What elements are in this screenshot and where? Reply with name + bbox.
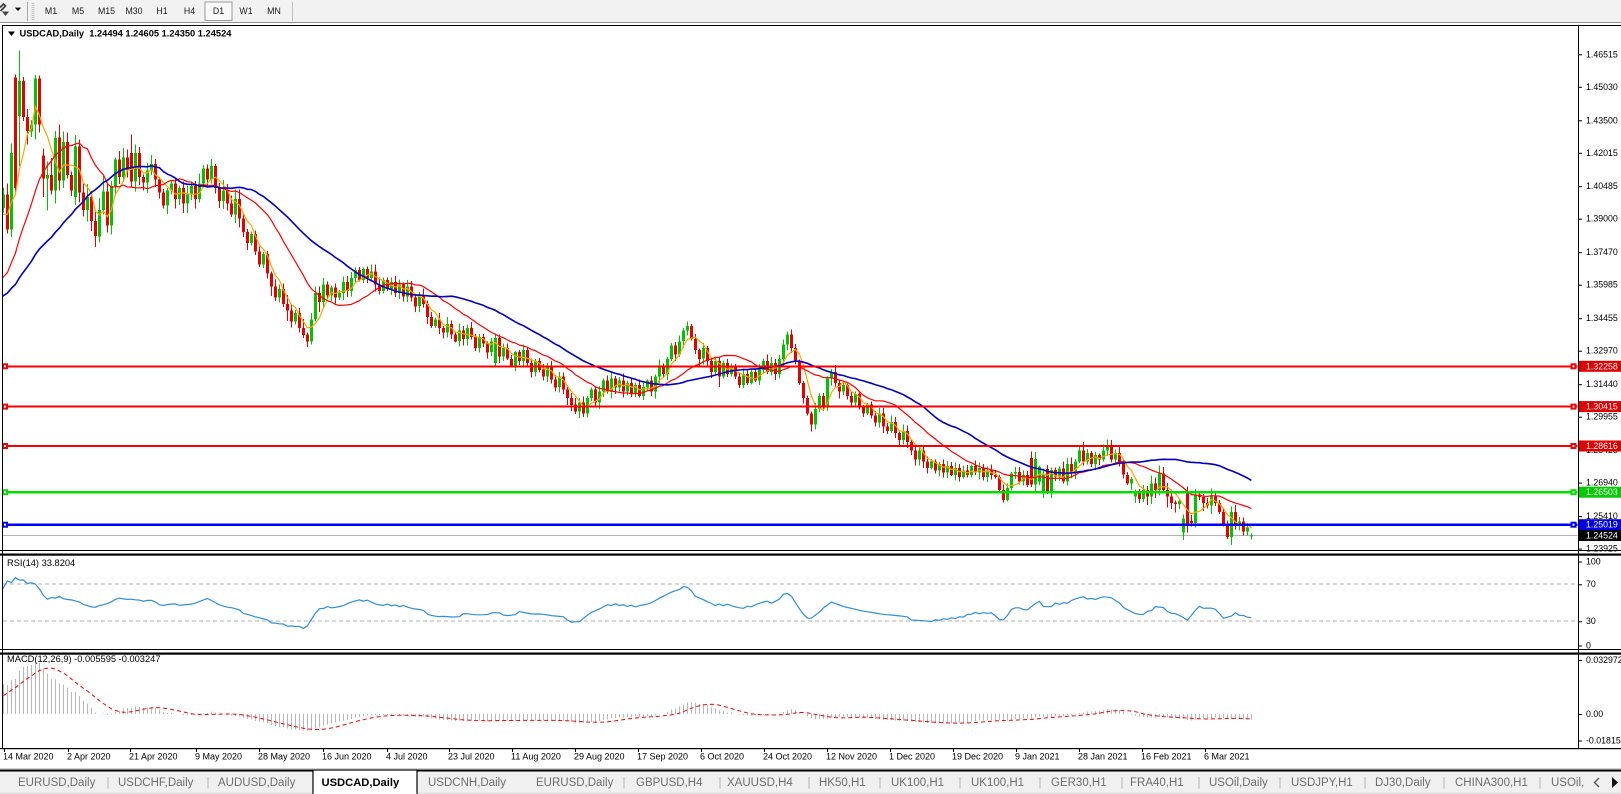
svg-text:USDCAD,Daily: USDCAD,Daily [322, 777, 400, 789]
svg-text:|: | [1039, 777, 1042, 789]
svg-text:1.46515: 1.46515 [1586, 49, 1618, 59]
svg-text:FRA40,H1: FRA40,H1 [1130, 777, 1184, 789]
svg-text:M15: M15 [98, 6, 115, 16]
svg-text:1.30415: 1.30415 [1586, 402, 1618, 412]
svg-text:17 Sep 2020: 17 Sep 2020 [637, 752, 688, 762]
svg-text:0.032972: 0.032972 [1586, 655, 1621, 665]
svg-text:1.34455: 1.34455 [1586, 313, 1618, 323]
svg-text:100: 100 [1586, 557, 1601, 567]
svg-text:GER30,H1: GER30,H1 [1051, 777, 1107, 789]
svg-text:6 Oct 2020: 6 Oct 2020 [700, 752, 744, 762]
svg-text:1.23925: 1.23925 [1586, 544, 1618, 554]
svg-text:M5: M5 [72, 6, 84, 16]
svg-text:|: | [1364, 777, 1367, 789]
svg-text:USDCHF,Daily: USDCHF,Daily [118, 777, 194, 789]
svg-text:H1: H1 [156, 6, 167, 16]
svg-text:|: | [1198, 777, 1201, 789]
svg-text:HK50,H1: HK50,H1 [819, 777, 866, 789]
svg-text:EURUSD,Daily: EURUSD,Daily [18, 777, 96, 789]
svg-text:1.35985: 1.35985 [1586, 280, 1618, 290]
svg-text:1.43500: 1.43500 [1586, 115, 1618, 125]
svg-text:|: | [1121, 777, 1124, 789]
svg-text:1.25019: 1.25019 [1586, 520, 1618, 530]
svg-text:|: | [623, 777, 626, 789]
svg-text:M30: M30 [125, 6, 142, 16]
svg-text:1.45030: 1.45030 [1586, 82, 1618, 92]
svg-text:GBPUSD,H4: GBPUSD,H4 [636, 777, 703, 789]
svg-text:16 Jun 2020: 16 Jun 2020 [322, 752, 372, 762]
svg-text:UK100,H1: UK100,H1 [891, 777, 944, 789]
svg-text:MN: MN [267, 6, 281, 16]
svg-text:9 Jan 2021: 9 Jan 2021 [1015, 752, 1060, 762]
svg-text:1.37470: 1.37470 [1586, 247, 1618, 257]
svg-text:1.39000: 1.39000 [1586, 214, 1618, 224]
svg-text:USDCAD,Daily 1.24494 1.24605: USDCAD,Daily 1.24494 1.24605 1.24350 1.2… [20, 28, 233, 38]
svg-text:CHINA300,H1: CHINA300,H1 [1455, 777, 1528, 789]
svg-text:|: | [107, 777, 110, 789]
svg-text:MACD(12,26,9) -0.005595 -0.003: MACD(12,26,9) -0.005595 -0.003247 [7, 654, 161, 664]
svg-text:1.32258: 1.32258 [1586, 361, 1618, 371]
svg-text:RSI(14) 33.8204: RSI(14) 33.8204 [7, 558, 75, 568]
svg-text:USDCNH,Daily: USDCNH,Daily [428, 777, 506, 789]
svg-text:|: | [1279, 777, 1282, 789]
svg-text:|: | [879, 777, 882, 789]
svg-text:4 Jul 2020: 4 Jul 2020 [386, 752, 428, 762]
svg-text:H4: H4 [184, 6, 195, 16]
svg-text:1.32970: 1.32970 [1586, 346, 1618, 356]
svg-text:AUDUSD,Daily: AUDUSD,Daily [218, 777, 296, 789]
svg-text:USOil,Daily: USOil,Daily [1209, 777, 1268, 789]
svg-text:M1: M1 [45, 6, 57, 16]
svg-text:6 Mar 2021: 6 Mar 2021 [1204, 752, 1250, 762]
svg-text:2 Apr 2020: 2 Apr 2020 [67, 752, 111, 762]
svg-text:1.42015: 1.42015 [1586, 148, 1618, 158]
svg-text:USDJPY,H1: USDJPY,H1 [1291, 777, 1353, 789]
svg-text:|: | [719, 777, 722, 789]
svg-text:D1: D1 [213, 6, 224, 16]
svg-text:1.29955: 1.29955 [1586, 412, 1618, 422]
svg-text:|: | [1443, 777, 1446, 789]
svg-text:1.26940: 1.26940 [1586, 478, 1618, 488]
svg-text:70: 70 [1586, 579, 1596, 589]
svg-text:1.31440: 1.31440 [1586, 379, 1618, 389]
svg-text:24 Oct 2020: 24 Oct 2020 [763, 752, 812, 762]
svg-text:1.28616: 1.28616 [1586, 441, 1618, 451]
svg-text:12 Nov 2020: 12 Nov 2020 [826, 752, 877, 762]
svg-text:9 May 2020: 9 May 2020 [195, 752, 242, 762]
svg-text:|: | [959, 777, 962, 789]
svg-text:29 Aug 2020: 29 Aug 2020 [574, 752, 625, 762]
svg-text:UK100,H1: UK100,H1 [971, 777, 1024, 789]
svg-text:|: | [808, 777, 811, 789]
svg-text:1.26503: 1.26503 [1586, 487, 1618, 497]
svg-text:W1: W1 [239, 6, 252, 16]
svg-text:28 May 2020: 28 May 2020 [258, 752, 310, 762]
svg-text:19 Dec 2020: 19 Dec 2020 [952, 752, 1003, 762]
svg-text:1.25410: 1.25410 [1586, 511, 1618, 521]
svg-text:EURUSD,Daily: EURUSD,Daily [536, 777, 614, 789]
svg-text:1.24524: 1.24524 [1586, 531, 1618, 541]
svg-text:0: 0 [1586, 641, 1591, 651]
svg-text:XAUUSD,H4: XAUUSD,H4 [727, 777, 793, 789]
svg-text:28 Jan 2021: 28 Jan 2021 [1078, 752, 1128, 762]
svg-text:30: 30 [1586, 616, 1596, 626]
svg-text:-0.018154: -0.018154 [1586, 736, 1621, 746]
svg-text:|: | [207, 777, 210, 789]
svg-text:16 Feb 2021: 16 Feb 2021 [1141, 752, 1192, 762]
svg-text:23 Jul 2020: 23 Jul 2020 [448, 752, 495, 762]
svg-text:21 Apr 2020: 21 Apr 2020 [129, 752, 178, 762]
svg-text:DJ30,Daily: DJ30,Daily [1375, 777, 1431, 789]
svg-text:|: | [1539, 777, 1542, 789]
svg-text:USOil,: USOil, [1551, 777, 1584, 789]
svg-text:1.40485: 1.40485 [1586, 181, 1618, 191]
svg-text:14 Mar 2020: 14 Mar 2020 [3, 752, 54, 762]
svg-text:11 Aug 2020: 11 Aug 2020 [511, 752, 561, 762]
svg-text:1 Dec 2020: 1 Dec 2020 [889, 752, 935, 762]
svg-text:0.00: 0.00 [1586, 709, 1603, 719]
